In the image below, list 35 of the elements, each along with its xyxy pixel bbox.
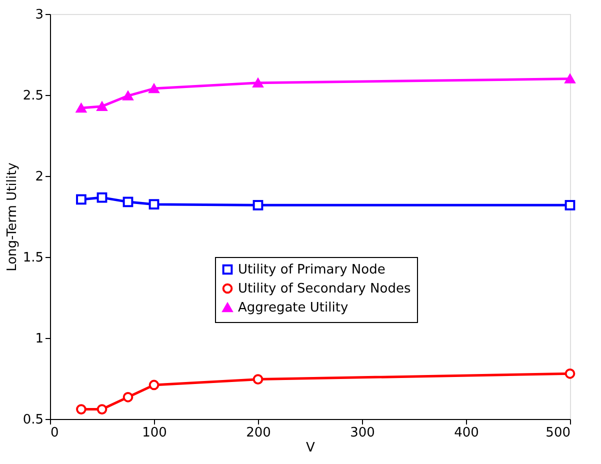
point [252,374,264,384]
legend-label: Utility of Secondary Nodes [238,282,411,296]
y-tick-label: 3 [35,8,44,22]
point [122,392,134,402]
point [76,404,86,414]
point [96,102,108,111]
x-tick-label: 300 [350,426,375,440]
x-tick-label: 200 [246,426,271,440]
point [76,194,86,205]
point [148,84,160,94]
x-tick-label: 100 [142,426,167,440]
y-axis-title: Long-Term Utility [4,162,20,272]
point [564,200,576,210]
point [96,192,108,203]
x-tick-label: 500 [546,426,570,440]
point [148,199,160,210]
y-tick-label: 1.5 [22,250,44,266]
point [96,404,108,414]
x-tick-label: 400 [454,426,479,440]
point [564,74,576,84]
y-tick-label: 0.5 [22,412,44,428]
legend-label: Aggregate Utility [238,300,348,316]
y-tick-label: 2 [35,170,44,184]
point [122,196,134,208]
point [148,380,160,390]
point [564,368,576,379]
legend-label: Utility of Primary Node [238,262,386,278]
point [122,91,134,100]
point [76,103,86,113]
x-axis-title: V [306,440,316,456]
point [252,78,264,88]
y-tick-label: 1 [35,332,44,346]
y-tick-label: 2.5 [22,88,44,104]
x-tick-label: 0 [50,426,59,440]
point [252,200,264,210]
